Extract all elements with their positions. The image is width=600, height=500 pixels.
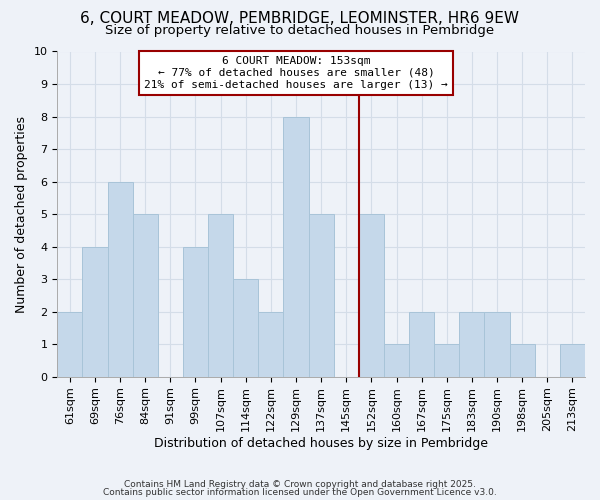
Bar bbox=[233, 279, 259, 376]
Bar bbox=[434, 344, 460, 376]
Text: 6, COURT MEADOW, PEMBRIDGE, LEOMINSTER, HR6 9EW: 6, COURT MEADOW, PEMBRIDGE, LEOMINSTER, … bbox=[80, 11, 520, 26]
Bar bbox=[259, 312, 283, 376]
Bar bbox=[509, 344, 535, 376]
Bar bbox=[57, 312, 82, 376]
Bar bbox=[133, 214, 158, 376]
Text: Contains public sector information licensed under the Open Government Licence v3: Contains public sector information licen… bbox=[103, 488, 497, 497]
Bar bbox=[183, 246, 208, 376]
Bar bbox=[384, 344, 409, 376]
Bar bbox=[484, 312, 509, 376]
Bar bbox=[82, 246, 107, 376]
Bar bbox=[359, 214, 384, 376]
Bar bbox=[308, 214, 334, 376]
Y-axis label: Number of detached properties: Number of detached properties bbox=[15, 116, 28, 312]
Text: 6 COURT MEADOW: 153sqm
← 77% of detached houses are smaller (48)
21% of semi-det: 6 COURT MEADOW: 153sqm ← 77% of detached… bbox=[144, 56, 448, 90]
Text: Contains HM Land Registry data © Crown copyright and database right 2025.: Contains HM Land Registry data © Crown c… bbox=[124, 480, 476, 489]
Bar bbox=[283, 116, 308, 376]
Bar bbox=[409, 312, 434, 376]
Bar bbox=[560, 344, 585, 376]
Bar bbox=[208, 214, 233, 376]
Bar bbox=[460, 312, 484, 376]
Bar bbox=[107, 182, 133, 376]
X-axis label: Distribution of detached houses by size in Pembridge: Distribution of detached houses by size … bbox=[154, 437, 488, 450]
Text: Size of property relative to detached houses in Pembridge: Size of property relative to detached ho… bbox=[106, 24, 494, 37]
